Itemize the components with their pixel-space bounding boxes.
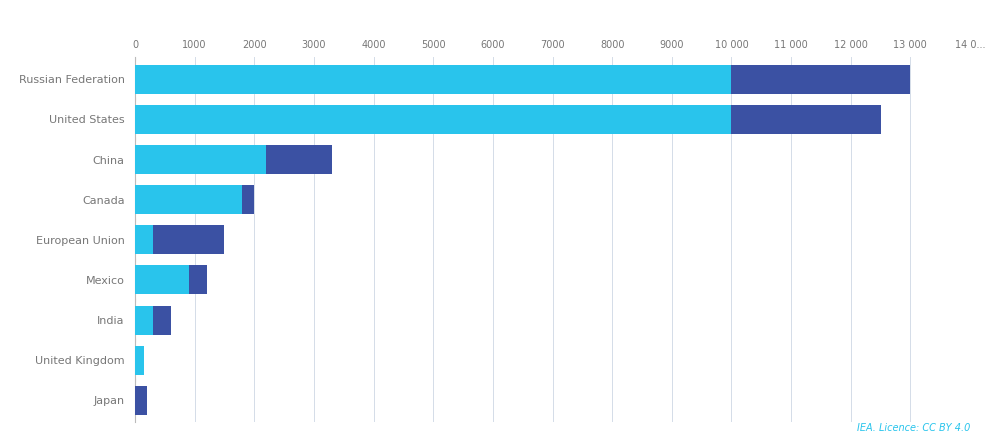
Bar xyxy=(135,346,144,374)
Bar xyxy=(135,306,153,334)
Bar xyxy=(189,265,207,294)
Bar xyxy=(242,185,254,214)
Bar xyxy=(135,386,147,415)
Bar xyxy=(153,225,224,254)
Bar xyxy=(731,65,910,94)
Bar xyxy=(135,185,242,214)
Bar xyxy=(135,145,266,174)
Bar xyxy=(135,265,189,294)
Bar xyxy=(135,65,731,94)
Bar xyxy=(135,225,153,254)
Text: IEA. Licence: CC BY 4.0: IEA. Licence: CC BY 4.0 xyxy=(857,423,970,433)
Bar xyxy=(153,306,171,334)
Bar xyxy=(135,105,731,134)
Bar xyxy=(731,105,881,134)
Bar xyxy=(266,145,332,174)
